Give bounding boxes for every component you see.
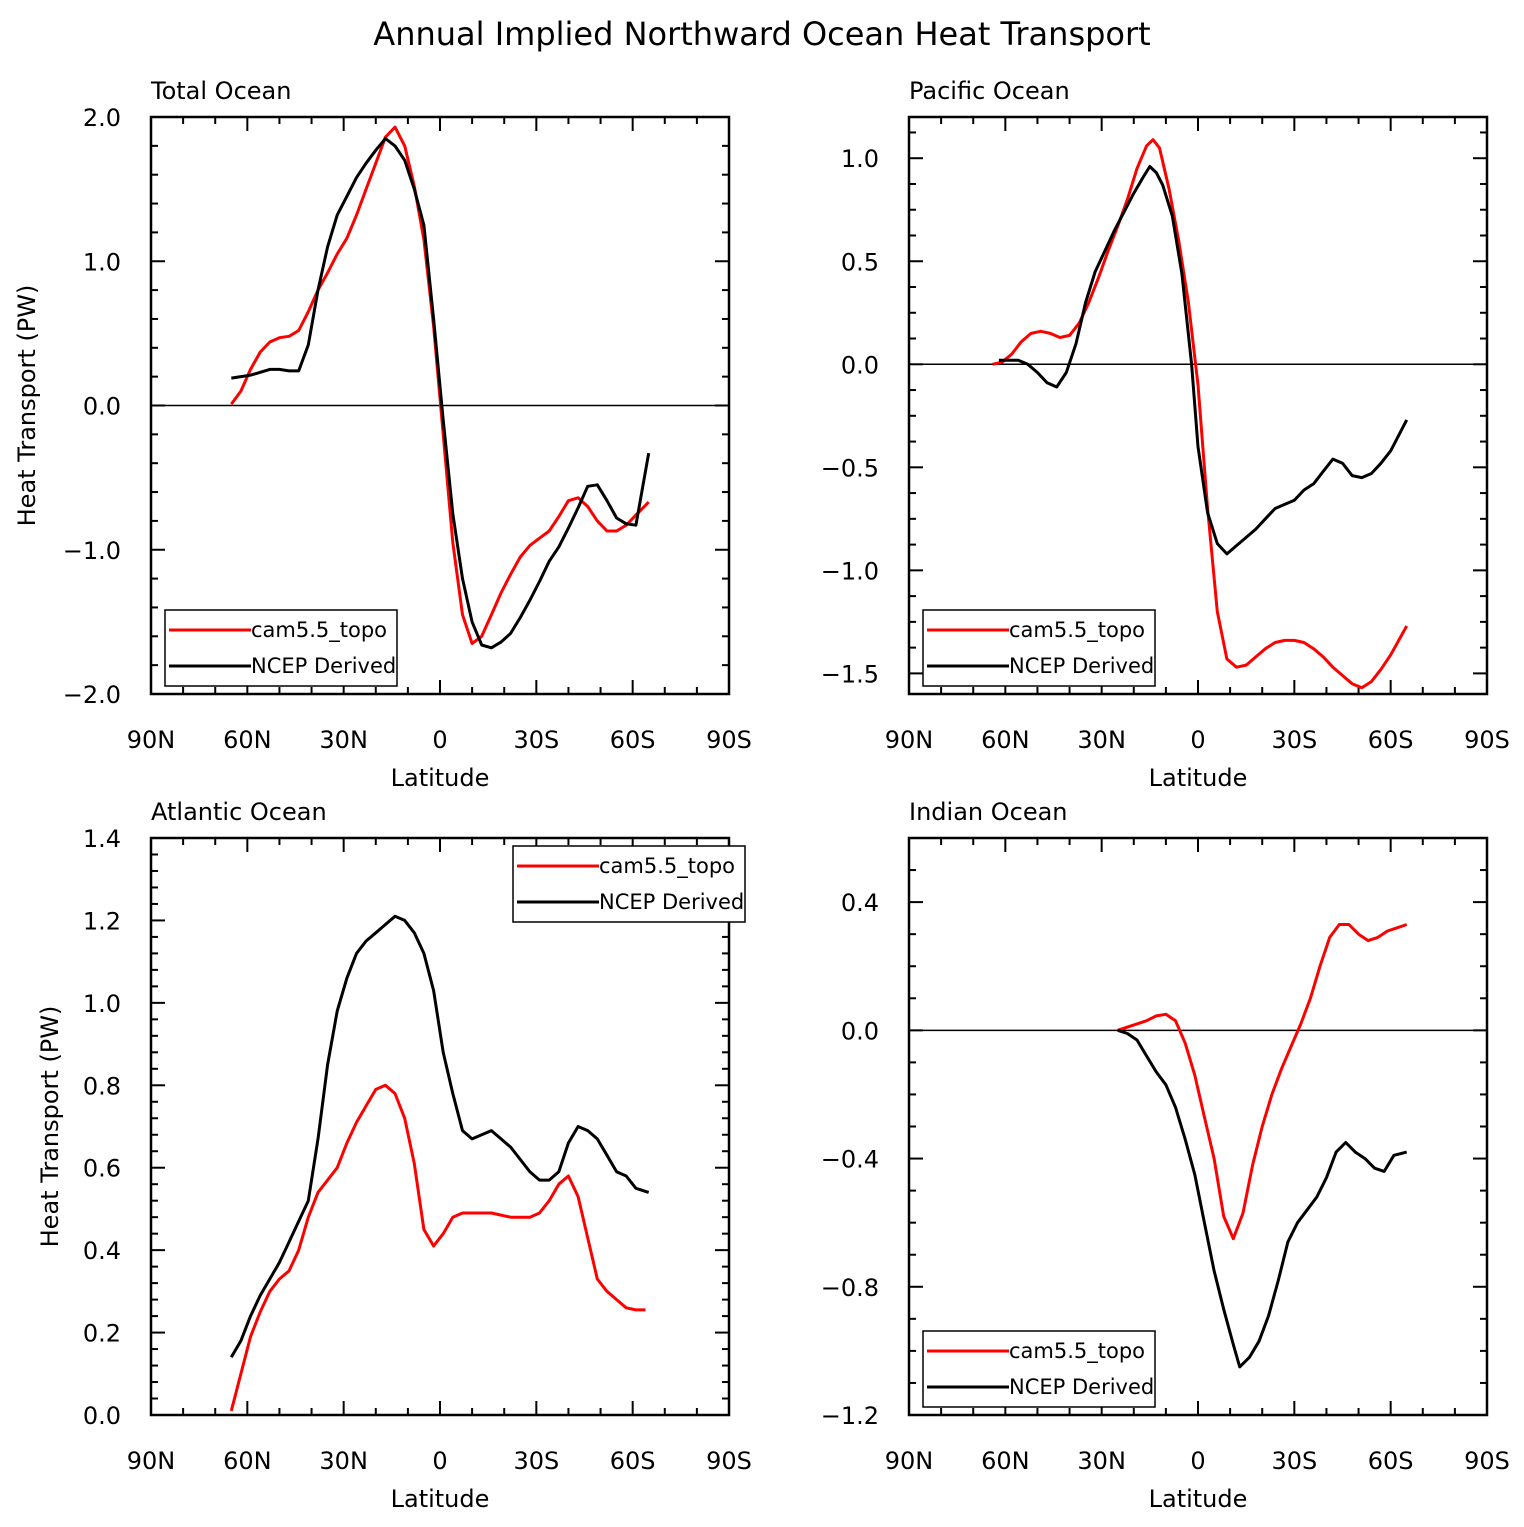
chart-panel: 90N 60N 30N 0 30S 60S 90S −1.2 −0.8 −0.4 0.0 0.4 Ind…: [821, 798, 1510, 1513]
chart-panel: 90N 60N 30N 0 30S 60S 90S −1.5 −1.0 −0.5 0.0 0.5 1.0…: [821, 77, 1510, 792]
y-tick-label: −0.5: [821, 454, 879, 482]
series-line: [1117, 1028, 1408, 1369]
legend: cam5.5_topo NCEP Derived: [512, 845, 746, 923]
x-tick-label: 30S: [513, 1447, 559, 1475]
legend-box: [922, 1330, 1156, 1408]
series-line: [231, 137, 651, 650]
y-tick-label: 0.4: [841, 889, 879, 917]
y-tick-label: 0.0: [83, 1402, 121, 1430]
y-tick-label: 0.5: [841, 248, 879, 276]
y-axis-label: Heat Transport (PW): [13, 285, 41, 527]
figure-title: Annual Implied Northward Ocean Heat Tran…: [373, 15, 1150, 53]
x-tick-label: 60N: [223, 1447, 272, 1475]
chart-panel: 90N 60N 30N 0 30S 60S 90S 0.0 0.2 0.4 0.6 0.8 1.0 1.2…: [36, 798, 752, 1513]
y-tick-label: 0.6: [83, 1155, 121, 1183]
y-tick-label: 0.0: [83, 393, 121, 421]
legend-box: [922, 609, 1156, 687]
chart-panel: 90N 60N 30N 0 30S 60S 90S −2.0 −1.0 0.0 1.0 2.0 Tota…: [13, 77, 752, 792]
series-line: [992, 138, 1409, 690]
y-tick-label: 1.2: [83, 907, 121, 935]
legend-label: cam5.5_topo: [251, 618, 387, 643]
x-tick-label: 30S: [1271, 1447, 1317, 1475]
y-tick-label: 0.0: [841, 1017, 879, 1045]
legend: cam5.5_topo NCEP Derived: [922, 609, 1156, 687]
plot-frame: [907, 836, 1489, 1417]
x-tick-label: 30N: [1077, 1447, 1126, 1475]
y-tick-label: −1.0: [63, 537, 121, 565]
x-tick-label: 90S: [706, 726, 752, 754]
panels: 90N 60N 30N 0 30S 60S 90S −2.0 −1.0 0.0 1.0 2.0 Tota…: [13, 77, 1510, 1513]
y-tick-label: −2.0: [63, 681, 121, 709]
x-tick-label: 60N: [223, 726, 272, 754]
x-tick-label: 60N: [981, 726, 1030, 754]
x-tick-label: 90S: [1464, 726, 1510, 754]
y-axis-label: Heat Transport (PW): [36, 1006, 64, 1248]
legend-box: [164, 609, 398, 687]
legend-box: [512, 845, 746, 923]
panel-title: Total Ocean: [150, 77, 291, 105]
x-tick-label: 90N: [127, 1447, 176, 1475]
y-tick-label: 1.0: [841, 145, 879, 173]
x-tick-label: 30N: [319, 1447, 368, 1475]
legend: cam5.5_topo NCEP Derived: [164, 609, 398, 687]
legend-label: NCEP Derived: [599, 890, 744, 914]
y-tick-label: 1.0: [83, 990, 121, 1018]
x-tick-label: 30N: [1077, 726, 1126, 754]
series-line: [1117, 923, 1408, 1241]
x-tick-label: 0: [1190, 1447, 1205, 1475]
y-tick-label: 2.0: [83, 104, 121, 132]
x-tick-label: 90N: [885, 1447, 934, 1475]
x-tick-label: 90N: [127, 726, 176, 754]
legend: cam5.5_topo NCEP Derived: [922, 1330, 1156, 1408]
plot-frame: [149, 836, 731, 1417]
y-tick-label: 0.4: [83, 1237, 121, 1265]
x-tick-label: 60S: [1368, 1447, 1414, 1475]
x-tick-label: 0: [432, 1447, 447, 1475]
panel-title: Pacific Ocean: [909, 77, 1070, 105]
x-tick-label: 30N: [319, 726, 368, 754]
panel-title: Indian Ocean: [909, 798, 1068, 826]
y-tick-label: −1.2: [821, 1402, 879, 1430]
panel-title: Atlantic Ocean: [151, 798, 327, 826]
x-axis-label: Latitude: [391, 764, 490, 792]
y-tick-label: −0.4: [821, 1146, 879, 1174]
x-tick-label: 60S: [610, 726, 656, 754]
y-tick-label: 0.2: [83, 1320, 121, 1348]
x-tick-label: 60S: [1368, 726, 1414, 754]
y-tick-label: −0.8: [821, 1274, 879, 1302]
x-tick-label: 90S: [1464, 1447, 1510, 1475]
x-axis-label: Latitude: [391, 1485, 490, 1513]
legend-label: NCEP Derived: [251, 654, 396, 678]
x-tick-label: 90N: [885, 726, 934, 754]
y-tick-label: −1.5: [821, 660, 879, 688]
plot-frame: [907, 115, 1489, 696]
legend-label: NCEP Derived: [1009, 1375, 1154, 1399]
y-tick-label: 1.0: [83, 248, 121, 276]
x-tick-label: 30S: [513, 726, 559, 754]
legend-label: cam5.5_topo: [1009, 1339, 1145, 1364]
x-tick-label: 60S: [610, 1447, 656, 1475]
y-tick-label: −1.0: [821, 557, 879, 585]
x-axis-label: Latitude: [1149, 1485, 1248, 1513]
series-line: [998, 165, 1409, 556]
series-line: [229, 1083, 646, 1412]
y-tick-label: 1.4: [83, 825, 121, 853]
x-tick-label: 0: [432, 726, 447, 754]
x-tick-label: 90S: [706, 1447, 752, 1475]
x-axis-label: Latitude: [1149, 764, 1248, 792]
y-tick-label: 0.0: [841, 351, 879, 379]
legend-label: cam5.5_topo: [599, 854, 735, 879]
legend-label: NCEP Derived: [1009, 654, 1154, 678]
x-tick-label: 60N: [981, 1447, 1030, 1475]
y-tick-label: 0.8: [83, 1072, 121, 1100]
series-line: [230, 914, 650, 1359]
legend-label: cam5.5_topo: [1009, 618, 1145, 643]
x-tick-label: 30S: [1271, 726, 1317, 754]
x-tick-label: 0: [1190, 726, 1205, 754]
